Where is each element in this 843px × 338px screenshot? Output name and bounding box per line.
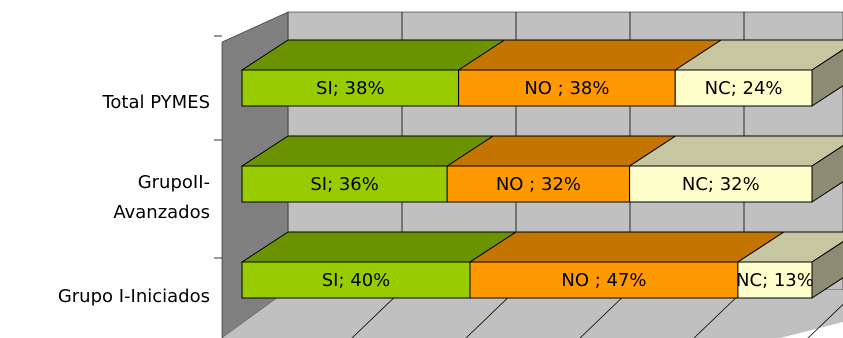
data-label-si: SI; 36% — [310, 174, 379, 195]
data-label-no: NO ; 47% — [561, 270, 646, 291]
data-label-nc: NC; 32% — [682, 174, 760, 195]
data-label-si: SI; 38% — [316, 78, 385, 99]
bar-segment-no — [446, 165, 631, 203]
bar-top-si — [240, 231, 518, 263]
data-label-no: NO ; 38% — [524, 78, 609, 99]
category-labels: Total PYMES GrupoII- Avanzados Grupo I-Inic… — [58, 92, 210, 307]
bar-segments: SI; 38% NO ; 38% NC; 24% SI; 36% NO ; 32% NC;… — [240, 39, 843, 299]
data-label-nc: NC; 24% — [705, 78, 783, 99]
category-label: Avanzados — [113, 202, 210, 223]
bar-segment-si — [241, 261, 471, 299]
data-label-si: SI; 40% — [322, 270, 391, 291]
bar-top-no — [468, 231, 786, 263]
bar-segment-nc — [737, 261, 813, 299]
category-label: GrupoII- — [138, 172, 210, 193]
category-label: Total PYMES — [101, 92, 210, 113]
bar-segment-nc — [674, 69, 813, 107]
bar-segment-nc — [629, 165, 813, 203]
bar-segment-no — [469, 261, 739, 299]
data-label-nc: NC; 13% — [736, 270, 814, 291]
bar-segment-no — [458, 69, 676, 107]
floor — [222, 290, 843, 338]
floor-gridline — [807, 303, 843, 338]
data-label-no: NO ; 32% — [496, 174, 581, 195]
category-label: Grupo I-Iniciados — [58, 286, 210, 307]
